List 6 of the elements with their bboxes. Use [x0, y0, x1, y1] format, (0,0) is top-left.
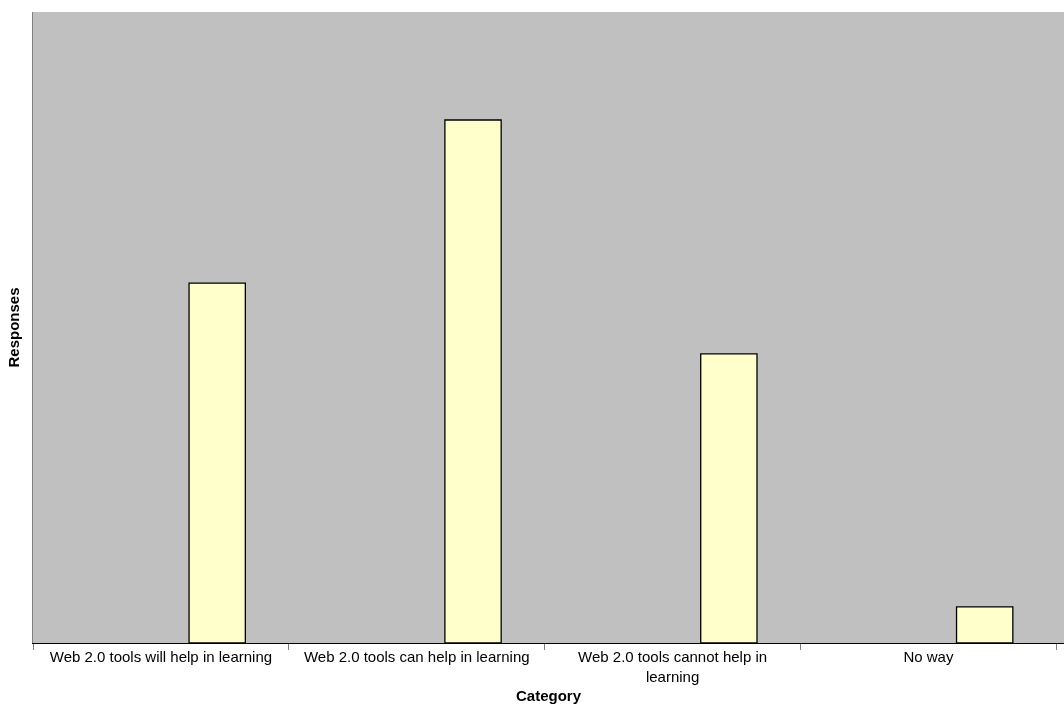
x-axis-title: Category: [515, 686, 582, 704]
x-tick-label: Web 2.0 tools will help in learning: [49, 648, 273, 665]
x-tick-label: No way: [903, 648, 954, 665]
x-tick-label: Web 2.0 tools cannot help in learning: [578, 648, 768, 685]
y-axis-title: Responses: [5, 287, 23, 368]
x-tick-label: Web 2.0 tools can help in learning: [303, 648, 530, 665]
